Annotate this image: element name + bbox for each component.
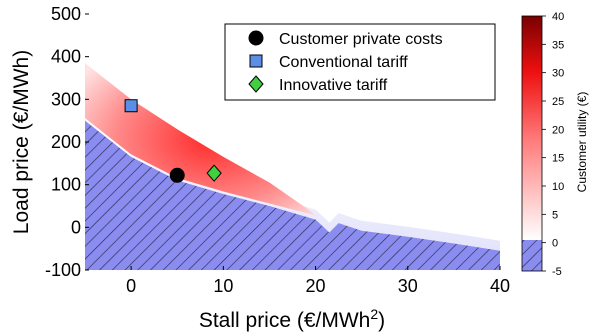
data-markers bbox=[124, 99, 222, 183]
y-tick-label: 100 bbox=[51, 175, 81, 195]
legend-marker-circle bbox=[248, 30, 264, 46]
colorbar-label: Customer utility (€) bbox=[575, 92, 589, 193]
legend-marker-diamond bbox=[248, 75, 264, 93]
colorbar-tick-label: 0 bbox=[552, 238, 558, 250]
y-tick-label: 0 bbox=[71, 217, 81, 237]
colorbar-tick-label: 5 bbox=[552, 209, 558, 221]
colorbar-gradient bbox=[522, 16, 542, 240]
colorbar-tick-label: 35 bbox=[552, 39, 564, 51]
colorbar-tick-label: 30 bbox=[552, 68, 564, 80]
x-tick-label: 20 bbox=[306, 276, 326, 296]
x-tick-label: 10 bbox=[213, 276, 233, 296]
x-tick-label: 40 bbox=[490, 276, 510, 296]
colorbar-tick-label: 40 bbox=[552, 11, 564, 23]
data-point-circle bbox=[169, 167, 185, 183]
infeasible-region bbox=[85, 120, 500, 270]
y-tick-label: 400 bbox=[51, 47, 81, 67]
y-axis-label: Load price (€/MWh) bbox=[10, 50, 33, 234]
y-tick-label: -100 bbox=[45, 260, 81, 280]
utility-band bbox=[85, 63, 316, 216]
y-tick-label: 500 bbox=[51, 4, 81, 24]
legend-label: Conventional tariff bbox=[279, 54, 408, 71]
colorbar-tick-label: 15 bbox=[552, 153, 564, 165]
legend-label: Customer private costs bbox=[279, 31, 443, 48]
x-axis-label: Stall price (€/MWh2) bbox=[199, 306, 385, 332]
legend-label: Innovative tariff bbox=[279, 77, 388, 94]
data-point-diamond bbox=[206, 164, 222, 182]
colorbar-frame bbox=[521, 15, 543, 272]
x-axis-ticks: 0 10 20 30 40 bbox=[126, 266, 510, 296]
legend: Customer private costs Conventional tarif… bbox=[224, 23, 496, 101]
colorbar-tick-label: -5 bbox=[552, 266, 562, 278]
y-tick-label: 200 bbox=[51, 132, 81, 152]
data-point-square bbox=[124, 99, 138, 113]
colorbar-tick-label: 20 bbox=[552, 124, 564, 136]
legend-marker-square bbox=[249, 54, 263, 68]
colorbar-ticks: -5 0 5 10 15 20 25 30 35 40 bbox=[542, 11, 564, 278]
x-tick-label: 0 bbox=[126, 276, 136, 296]
y-tick-label: 300 bbox=[51, 89, 81, 109]
colorbar-negative bbox=[522, 240, 542, 271]
colorbar: -5 0 5 10 15 20 25 30 35 40 Customer utility (€) bbox=[521, 11, 589, 278]
x-tick-label: 30 bbox=[398, 276, 418, 296]
colorbar-tick-label: 10 bbox=[552, 181, 564, 193]
colorbar-tick-label: 25 bbox=[552, 96, 564, 108]
y-axis-ticks: -100 0 100 200 300 400 500 bbox=[45, 4, 89, 280]
legend-box bbox=[224, 23, 496, 101]
